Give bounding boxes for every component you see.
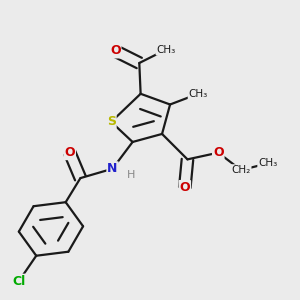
Text: H: H: [127, 170, 136, 180]
Text: CH₃: CH₃: [258, 158, 278, 168]
Text: O: O: [64, 146, 75, 159]
Text: O: O: [179, 181, 190, 194]
Text: CH₃: CH₃: [189, 89, 208, 99]
Text: N: N: [107, 162, 118, 175]
Text: S: S: [107, 116, 116, 128]
Text: O: O: [213, 146, 224, 159]
Text: O: O: [110, 44, 121, 58]
Text: CH₂: CH₂: [231, 165, 250, 175]
Text: Cl: Cl: [12, 275, 26, 288]
Text: CH₃: CH₃: [156, 45, 176, 55]
